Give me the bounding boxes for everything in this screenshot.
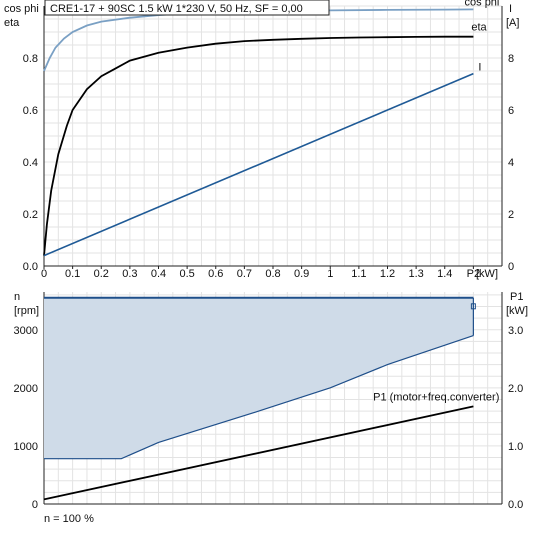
x-tick-label: 1.3 <box>408 268 423 280</box>
x-tick-label: 0 <box>41 268 47 280</box>
y-left-tick-label: 0.6 <box>23 105 38 117</box>
y-left-tick-label: 0.0 <box>23 261 38 273</box>
chart-title-box <box>44 0 330 16</box>
y-right-tick-label: 3.0 <box>508 325 523 337</box>
y-right-tick-label: 2.0 <box>508 383 523 395</box>
x-tick-label: 1.2 <box>380 268 395 280</box>
y-right-tick-label: 0 <box>508 261 514 273</box>
series-line-eta <box>43 35 474 256</box>
x-tick-label: 0.1 <box>65 268 80 280</box>
y-left-label-cosphi: cos phi <box>4 3 39 15</box>
y-left-tick-label: 0.2 <box>23 209 38 221</box>
x-tick-label: 0.3 <box>122 268 137 280</box>
x-tick-label: 1.4 <box>437 268 452 280</box>
series-label-cos-phi: cos phi <box>465 0 500 8</box>
x-tick-label: 0.5 <box>179 268 194 280</box>
x-tick-label: 0.8 <box>265 268 280 280</box>
y-left-tick-label: 3000 <box>14 325 38 337</box>
y-right-label-current: I <box>509 3 512 15</box>
power-line <box>43 405 474 501</box>
speed-range-area <box>44 297 474 459</box>
x-axis-unit-label: [kW] <box>476 268 498 280</box>
y-right-label-current-unit: [A] <box>506 17 519 29</box>
y-right-tick-label: 0.0 <box>508 499 523 511</box>
y-left-label-eta: eta <box>4 17 20 29</box>
y-left-tick-label: 2000 <box>14 383 38 395</box>
x-tick-label: 0.6 <box>208 268 223 280</box>
y-right-tick-label: 2 <box>508 209 514 221</box>
y-right-tick-label: 8 <box>508 53 514 65</box>
y-left-tick-label: 0.4 <box>23 157 38 169</box>
x-tick-label: 0.7 <box>237 268 252 280</box>
series-label-i: I <box>478 62 481 74</box>
bottom-chart-speed-power: 0 1000 2000 3000 0.0 1.0 2.0 3.0 P1 (motor+freq.… <box>14 292 523 511</box>
x-tick-label: 0.2 <box>94 268 109 280</box>
y-left-label-speed-unit: [rpm] <box>14 305 39 317</box>
speed-min-line <box>44 335 474 460</box>
y-right-label-power-unit: [kW] <box>506 305 528 317</box>
y-left-label-speed: n <box>14 291 20 303</box>
y-left-tick-label: 1000 <box>14 441 38 453</box>
speed-note: n = 100 % <box>44 513 94 525</box>
series-line-cos-phi <box>43 8 474 72</box>
x-tick-label: 1.1 <box>351 268 366 280</box>
y-right-label-power: P1 <box>510 291 523 303</box>
x-tick-label: P2 <box>467 268 480 280</box>
x-tick-label: 0.4 <box>151 268 166 280</box>
x-tick-label: 0.9 <box>294 268 309 280</box>
y-right-tick-label: 6 <box>508 105 514 117</box>
y-right-tick-label: 4 <box>508 157 514 169</box>
y-left-tick-label: 0.8 <box>23 53 38 65</box>
y-left-tick-label: 0 <box>32 499 38 511</box>
x-tick-label: 1 <box>327 268 333 280</box>
y-right-tick-label: 1.0 <box>508 441 523 453</box>
top-chart-efficiency-current: 0 0.1 0.2 0.3 0.4 0.5 0.6 0.7 0.8 0.9 1 1.1 1.2 1.3 1.… <box>23 0 514 280</box>
series-label-eta: eta <box>471 22 487 34</box>
chart-title: CRE1-17 + 90SC 1.5 kW 1*230 V, 50 Hz, SF… <box>50 3 303 15</box>
speed-end-marker <box>470 303 476 310</box>
series-line-i <box>43 72 474 257</box>
power-series-label: P1 (motor+freq.converter) <box>373 391 499 403</box>
